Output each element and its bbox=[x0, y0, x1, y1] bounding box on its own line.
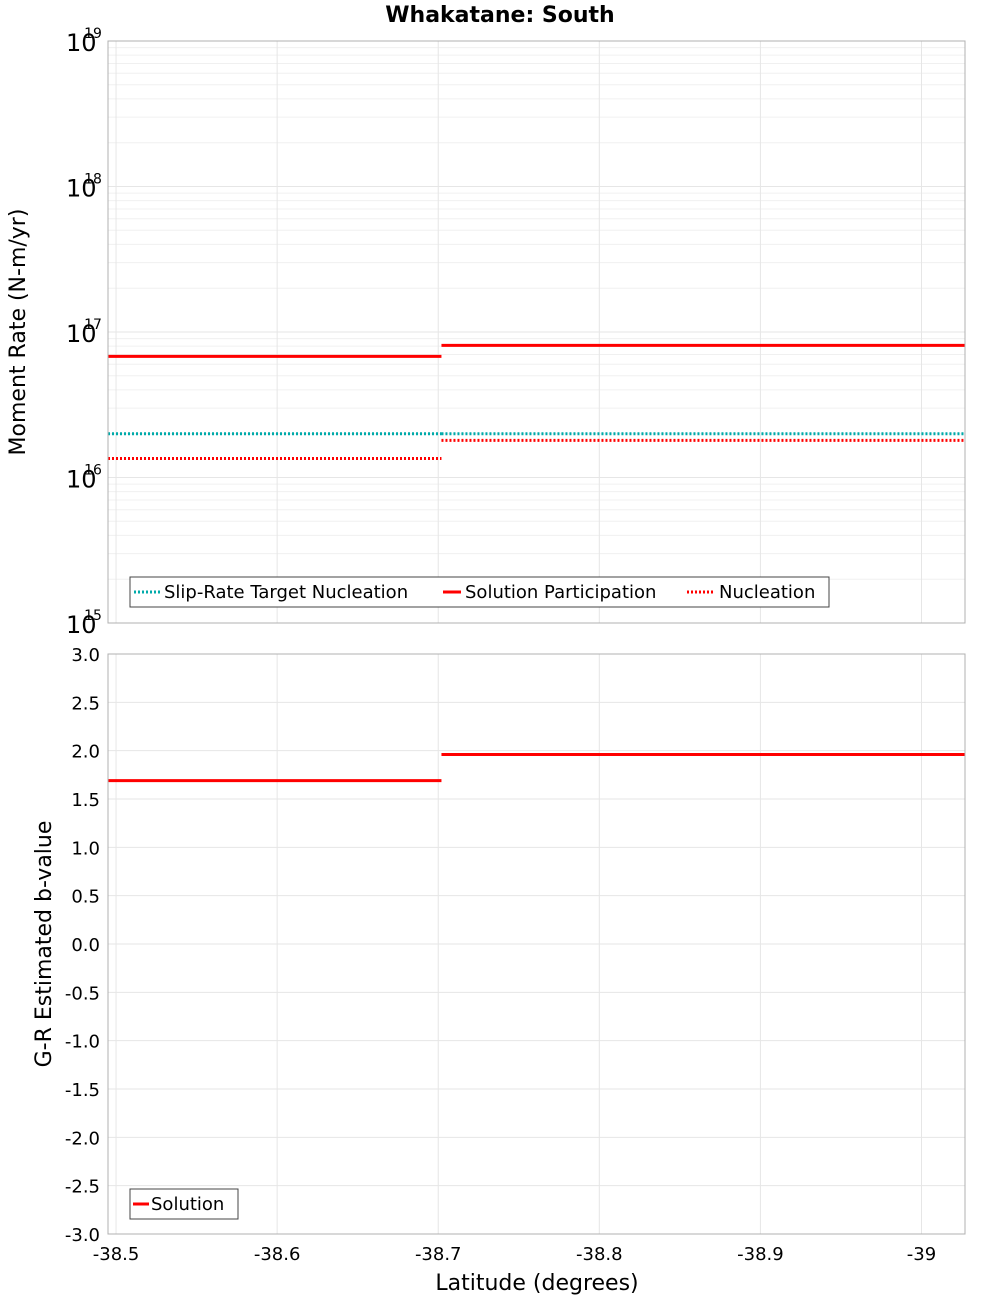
top-y-tick-label: 10 bbox=[66, 175, 97, 203]
top-y-tick-exponent: 15 bbox=[84, 608, 102, 624]
bottom-x-ticks: -38.5 -38.6 -38.7 -38.8 -38.9 -39 bbox=[93, 1244, 936, 1265]
top-y-tick-label: 10 bbox=[66, 29, 97, 57]
top-y-tick-exponent: 18 bbox=[84, 172, 102, 188]
top-panel-series bbox=[108, 343, 965, 461]
x-tick-label: -38.6 bbox=[254, 1244, 301, 1265]
bottom-y-tick-label: 0.5 bbox=[71, 887, 100, 908]
top-panel-grid bbox=[108, 40, 965, 624]
bottom-panel-frame bbox=[107, 653, 966, 1235]
top-legend: Slip-Rate Target Nucleation Solution Par… bbox=[129, 576, 830, 608]
bottom-y-tick-label: 2.5 bbox=[71, 693, 100, 714]
x-tick-label: -38.9 bbox=[737, 1244, 784, 1265]
bottom-y-axis-label: G-R Estimated b-value bbox=[32, 821, 57, 1068]
top-y-tick-exponent: 17 bbox=[84, 317, 102, 333]
legend-label-nucleation: Nucleation bbox=[719, 582, 815, 603]
top-y-tick-exponent: 16 bbox=[84, 463, 102, 479]
top-y-tick-label: 10 bbox=[66, 320, 97, 348]
bottom-y-tick-label: -3.0 bbox=[65, 1225, 100, 1246]
bottom-y-tick-label: 2.0 bbox=[71, 742, 100, 763]
x-axis-label: Latitude (degrees) bbox=[435, 1271, 638, 1296]
legend-label-solution-participation: Solution Participation bbox=[465, 582, 656, 603]
chart-title: Whakatane: South bbox=[385, 3, 614, 28]
x-tick-label: -38.7 bbox=[415, 1244, 462, 1265]
top-y-tick-label: 10 bbox=[66, 466, 97, 494]
bottom-y-tick-label: -0.5 bbox=[65, 983, 100, 1004]
bottom-y-tick-label: -2.5 bbox=[65, 1177, 100, 1198]
x-tick-label: -39 bbox=[907, 1244, 936, 1265]
top-y-tick-label: 10 bbox=[66, 611, 97, 639]
bottom-y-ticks: 3.0 2.5 2.0 1.5 1.0 0.5 0.0 -0.5 -1.0 -1.5 -2.0 -2.… bbox=[65, 645, 100, 1246]
bottom-panel-series bbox=[108, 753, 965, 783]
bottom-y-tick-label: 0.0 bbox=[71, 935, 100, 956]
bottom-y-tick-label: 1.0 bbox=[71, 838, 100, 859]
bottom-panel-grid bbox=[108, 653, 965, 1235]
bottom-y-tick-label: 1.5 bbox=[71, 790, 100, 811]
legend-label-slip-rate-target: Slip-Rate Target Nucleation bbox=[164, 582, 408, 603]
bottom-y-tick-label: -2.0 bbox=[65, 1128, 100, 1149]
bottom-y-tick-label: 3.0 bbox=[71, 645, 100, 666]
top-y-axis-label: Moment Rate (N-m/yr) bbox=[6, 209, 31, 456]
top-y-tick-exponent: 19 bbox=[84, 26, 102, 42]
x-tick-label: -38.5 bbox=[93, 1244, 140, 1265]
x-tick-label: -38.8 bbox=[576, 1244, 623, 1265]
bottom-y-tick-label: -1.0 bbox=[65, 1032, 100, 1053]
bottom-y-tick-label: -1.5 bbox=[65, 1080, 100, 1101]
bottom-legend: Solution bbox=[129, 1188, 239, 1220]
legend-label-solution: Solution bbox=[151, 1194, 224, 1215]
top-panel-frame bbox=[107, 40, 966, 624]
